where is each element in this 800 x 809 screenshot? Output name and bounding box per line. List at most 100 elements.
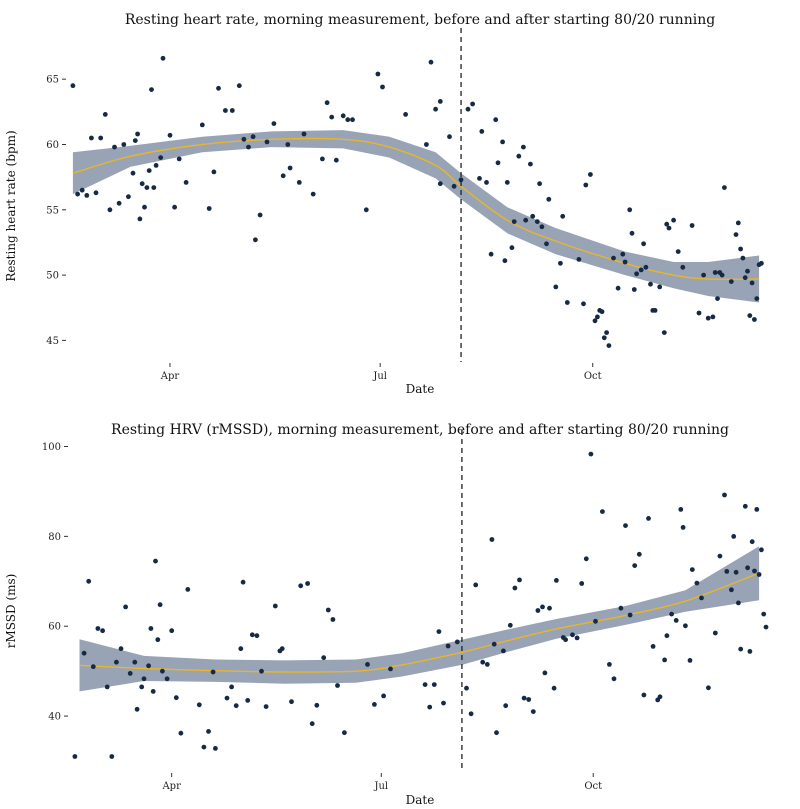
data-point [666, 225, 672, 231]
confidence-band [72, 130, 760, 303]
data-point [250, 134, 256, 140]
data-point [263, 704, 269, 709]
data-point [320, 156, 325, 162]
data-point [388, 666, 393, 672]
data-point [623, 523, 628, 528]
data-point [759, 260, 764, 266]
data-point [424, 142, 429, 147]
data-point [563, 637, 568, 643]
data-point [470, 101, 475, 107]
data-point [172, 204, 178, 210]
data-point [620, 251, 626, 257]
data-point [738, 246, 743, 252]
data-point [132, 138, 138, 144]
data-point [547, 605, 552, 611]
data-point [132, 659, 138, 665]
data-point [223, 108, 228, 113]
data-point [752, 568, 757, 574]
x-axis-title: Date [406, 793, 435, 807]
data-point [431, 682, 437, 687]
x-tick-label: Jul [372, 371, 387, 382]
data-point [330, 617, 336, 622]
data-point [759, 547, 764, 553]
y-tick-label: 60 [46, 140, 59, 151]
data-point [325, 607, 331, 613]
data-point [489, 537, 495, 542]
data-point [537, 181, 542, 187]
data-point [583, 182, 589, 188]
data-point [422, 682, 428, 687]
data-point [433, 106, 438, 112]
resting-heart-rate-plot: Resting heart rate, morning measurement,… [4, 12, 764, 396]
x-tick-label: Apr [160, 371, 180, 382]
data-point [169, 628, 175, 634]
data-point [534, 219, 540, 225]
data-point [521, 144, 526, 150]
data-point [340, 113, 346, 119]
data-point [488, 251, 494, 257]
data-point [553, 284, 559, 290]
data-point [86, 578, 92, 584]
data-point [530, 709, 536, 714]
data-point [116, 200, 122, 206]
data-point [641, 692, 647, 698]
data-point [324, 100, 330, 106]
x-tick-label: Oct [584, 781, 602, 792]
data-point [335, 683, 340, 688]
data-point [570, 632, 575, 638]
data-point [745, 268, 750, 274]
data-point [521, 695, 527, 701]
data-point [121, 142, 127, 147]
data-point [638, 267, 644, 273]
data-point [216, 85, 221, 91]
data-point [196, 702, 202, 708]
data-point [683, 623, 688, 629]
data-point [454, 639, 460, 645]
data-point [201, 744, 207, 750]
data-point [671, 217, 676, 223]
data-point [738, 646, 744, 652]
data-point [595, 314, 600, 320]
data-point [542, 670, 548, 676]
data-point [134, 706, 140, 712]
data-point [90, 664, 96, 670]
data-point [579, 581, 585, 586]
data-point [622, 259, 628, 265]
data-point [468, 711, 474, 717]
y-axis: 40 60 80 100 [42, 442, 68, 723]
y-axis-title: Resting heart rate (bpm) [4, 130, 18, 281]
data-point [740, 255, 746, 261]
data-point [583, 556, 589, 562]
data-point [661, 330, 667, 335]
x-tick-label: Oct [584, 371, 602, 382]
data-point [696, 310, 702, 316]
data-point [735, 220, 741, 226]
data-point [507, 622, 513, 628]
data-point [160, 55, 166, 61]
data-point [259, 668, 264, 674]
data-point [241, 136, 247, 142]
data-point [599, 309, 605, 315]
data-point [747, 313, 753, 318]
data-point [706, 685, 711, 691]
data-point [749, 280, 755, 286]
data-point [650, 644, 656, 649]
data-point [465, 106, 471, 112]
data-point [627, 207, 633, 213]
data-point [736, 600, 741, 606]
data-point [733, 232, 739, 238]
data-point [160, 668, 165, 674]
data-point [540, 604, 545, 610]
data-point [494, 730, 499, 736]
data-point [629, 230, 635, 236]
data-point [657, 694, 663, 700]
data-point [724, 569, 730, 574]
data-point [680, 525, 686, 530]
data-point [484, 180, 489, 185]
data-point [137, 216, 143, 222]
confidence-band-layer [79, 546, 760, 692]
data-point [305, 581, 310, 586]
data-point [98, 135, 104, 141]
data-point [631, 287, 637, 292]
data-point [722, 185, 727, 191]
